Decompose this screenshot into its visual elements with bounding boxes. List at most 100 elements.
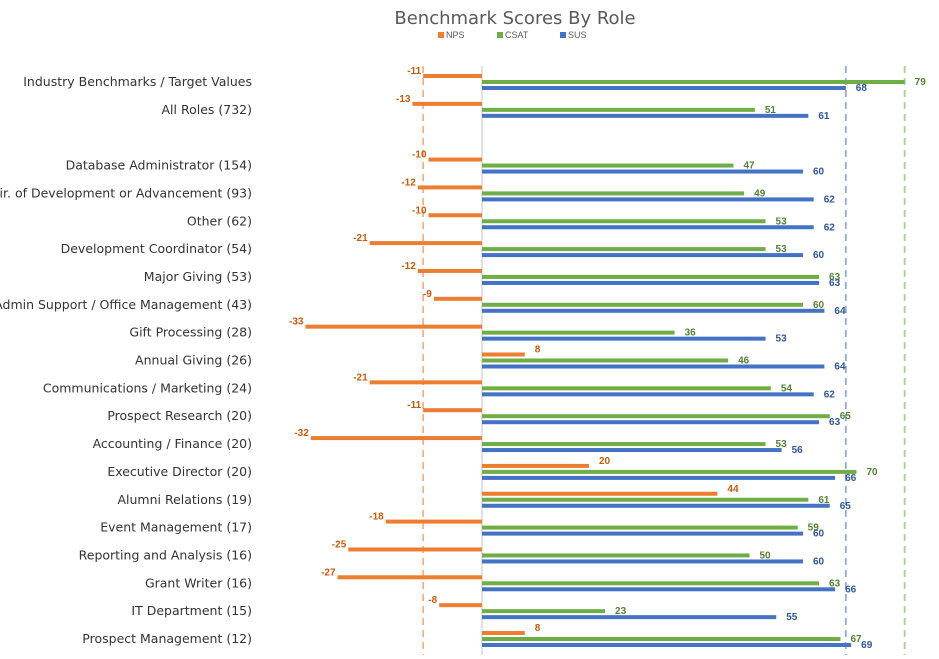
bar-csat: [482, 609, 606, 614]
bar-sus: [482, 253, 803, 258]
value-label-nps: -13: [396, 94, 411, 105]
bar-nps: [428, 157, 482, 162]
value-label-sus: 66: [845, 584, 857, 595]
bar-csat: [482, 358, 729, 363]
bar-nps: [385, 519, 482, 524]
value-label-nps: -11: [407, 400, 421, 411]
category-label: Development Coordinator (54): [61, 241, 252, 256]
bar-csat: [482, 274, 820, 279]
value-label-sus: 53: [776, 334, 788, 345]
value-label-nps: -33: [289, 317, 304, 328]
bar-sus: [482, 280, 820, 285]
value-label-nps: -12: [401, 261, 416, 272]
bar-nps: [417, 268, 482, 273]
bar-sus: [482, 475, 836, 480]
value-label-nps: -32: [294, 428, 309, 439]
legend-swatch-csat: [497, 32, 503, 38]
category-label: Other (62): [187, 213, 252, 228]
bar-nps: [423, 408, 482, 413]
value-label-csat: 79: [915, 77, 927, 88]
value-label-csat: 36: [685, 328, 697, 339]
bar-sus: [482, 531, 803, 536]
category-label: Annual Giving (26): [135, 353, 252, 368]
bar-sus: [482, 86, 846, 90]
value-label-sus: 60: [813, 167, 825, 178]
category-label: IT Department (15): [131, 603, 252, 618]
bars: [305, 74, 905, 647]
bar-sus: [482, 169, 803, 174]
value-label-csat: 46: [738, 356, 750, 367]
value-label-sus: 61: [818, 111, 830, 122]
value-label-nps: -10: [412, 205, 427, 216]
bar-sus: [482, 448, 782, 453]
legend-label-csat: CSAT: [505, 30, 529, 40]
value-label-csat: 65: [840, 411, 852, 422]
value-label-csat: 53: [776, 439, 788, 450]
bar-csat: [482, 302, 803, 307]
category-label: Admin Support / Office Management (43): [0, 297, 252, 312]
value-label-csat: 67: [850, 634, 862, 645]
legend-swatch-nps: [438, 32, 444, 38]
bar-sus: [482, 615, 777, 620]
value-label-nps: -21: [353, 233, 368, 244]
bar-sus: [482, 420, 820, 425]
category-label: Dir. of Development or Advancement (93): [0, 185, 252, 200]
category-label: Executive Director (20): [107, 464, 252, 479]
bar-sus: [482, 336, 766, 341]
value-label-nps: 20: [599, 456, 611, 467]
legend-label-nps: NPS: [446, 30, 465, 40]
category-label: Gift Processing (28): [129, 325, 252, 340]
bar-sus: [482, 503, 830, 508]
category-label: Prospect Research (20): [107, 408, 252, 423]
bar-csat: [482, 107, 755, 112]
value-label-sus: 62: [824, 222, 836, 233]
bar-csat: [482, 469, 857, 474]
bar-sus: [482, 308, 825, 313]
bar-csat: [482, 414, 830, 419]
value-label-sus: 62: [824, 194, 836, 205]
value-label-csat: 63: [829, 272, 841, 283]
value-label-nps: -8: [428, 595, 437, 606]
legend-label-sus: SUS: [568, 30, 587, 40]
value-label-nps: -18: [369, 512, 384, 523]
category-label: Industry Benchmarks / Target Values: [23, 74, 252, 89]
bar-sus: [482, 559, 803, 564]
bar-nps: [337, 575, 482, 580]
value-label-csat: 47: [743, 161, 755, 172]
category-label: Reporting and Analysis (16): [79, 547, 252, 562]
value-label-sus: 65: [840, 501, 852, 512]
category-label: Accounting / Finance (20): [93, 436, 252, 451]
value-label-csat: 50: [760, 550, 772, 561]
value-label-csat: 54: [781, 383, 793, 394]
value-label-sus: 55: [786, 612, 798, 623]
value-label-sus: 64: [834, 362, 846, 373]
value-label-nps: -11: [407, 66, 421, 77]
bar-csat: [482, 581, 820, 586]
bar-nps: [310, 436, 482, 441]
bar-nps: [369, 241, 482, 246]
bar-csat: [482, 553, 750, 558]
bar-nps: [305, 324, 482, 329]
category-label: Database Administrator (154): [66, 158, 252, 173]
bar-sus: [482, 587, 836, 592]
category-label: Prospect Management (12): [82, 631, 252, 646]
bar-csat: [482, 247, 766, 252]
value-label-nps: -9: [423, 289, 432, 300]
bar-nps: [412, 101, 482, 106]
value-label-sus: 60: [813, 556, 825, 567]
bar-nps: [482, 491, 718, 496]
value-label-sus: 56: [792, 445, 804, 456]
value-label-sus: 62: [824, 389, 836, 400]
bar-csat: [482, 80, 905, 84]
value-label-sus: 69: [861, 640, 873, 651]
category-labels: Industry Benchmarks / Target Values All R…: [0, 74, 252, 646]
value-label-csat: 59: [808, 523, 820, 534]
value-label-csat: 51: [765, 105, 777, 116]
category-label: Grant Writer (16): [145, 575, 252, 590]
bar-csat: [482, 191, 745, 196]
legend-swatch-sus: [560, 32, 566, 38]
bar-sus: [482, 643, 852, 647]
bar-nps: [428, 213, 482, 218]
bar-nps: [433, 296, 482, 301]
value-label-nps: -27: [321, 567, 336, 578]
